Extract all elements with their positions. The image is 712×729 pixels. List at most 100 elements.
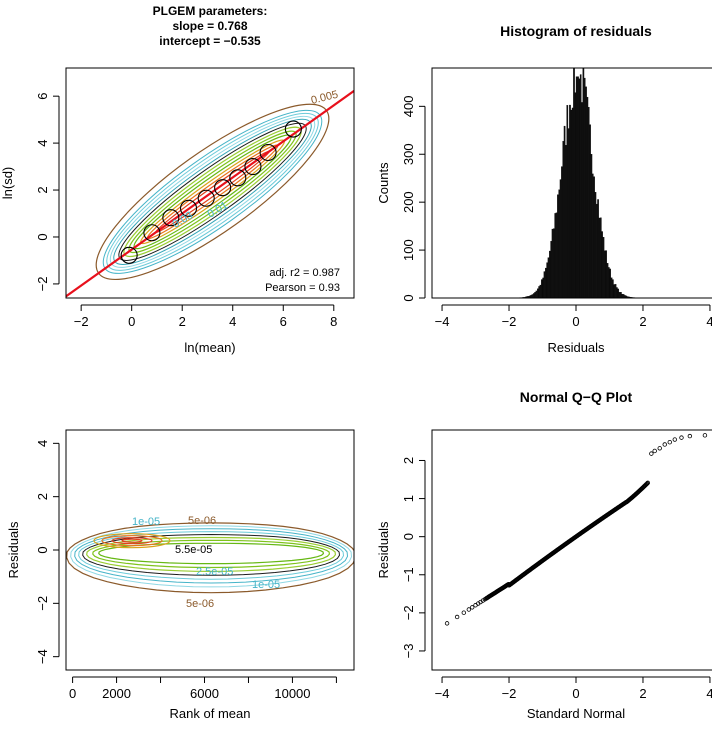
residual-hotspot-ring — [93, 533, 171, 549]
histogram-bar — [562, 141, 565, 298]
histogram-bar — [618, 291, 621, 298]
histogram-y-tick-label: 0 — [401, 294, 416, 301]
residual-rank-y-tick-label: −2 — [35, 596, 50, 611]
plgem-point — [143, 224, 161, 242]
qq-point — [454, 614, 460, 620]
qq-x-tick-label: 0 — [572, 686, 579, 701]
histogram-bar — [557, 194, 559, 298]
qq-axes: −4 −2 0 2 4 −3 −2 −1 0 1 2 — [401, 457, 712, 701]
histogram-bar — [538, 286, 540, 298]
histogram-bar — [598, 217, 601, 298]
qq-title: Normal Q−Q Plot — [520, 389, 633, 405]
residual-contour-ring — [66, 522, 354, 594]
contour-label-25e05: 2.5e-05 — [196, 566, 233, 578]
histogram-bar — [597, 199, 599, 298]
histogram-bar — [620, 292, 622, 298]
residual-rank-y-tick-label: 2 — [35, 493, 50, 500]
plgem-x-label: ln(mean) — [184, 340, 235, 355]
histogram-bar — [549, 250, 551, 298]
residual-rank-x-label: Rank of mean — [170, 706, 251, 721]
residual-rank-x-tick-label: 0 — [69, 686, 76, 701]
histogram-bar — [609, 268, 611, 298]
plgem-x-tick-label: −2 — [74, 314, 89, 329]
histogram-bar — [613, 284, 615, 298]
histogram-bar — [607, 267, 610, 298]
plgem-y-tick-label: −2 — [35, 277, 50, 292]
plgem-y-tick-label: 2 — [35, 186, 50, 193]
plgem-point — [229, 169, 247, 187]
histogram-bar — [547, 257, 550, 298]
qq-y-tick-label: 0 — [401, 533, 416, 540]
histogram-bar — [558, 189, 561, 298]
histogram-bar — [614, 284, 617, 298]
qq-point — [645, 480, 650, 486]
residual-rank-x-tick-label: 6000 — [190, 686, 219, 701]
histogram-bar — [599, 217, 602, 298]
plgem-point — [197, 189, 215, 207]
plgem-x-tick-label: 8 — [330, 314, 337, 329]
plgem-x-tick-label: 6 — [280, 314, 287, 329]
histogram-bar — [543, 271, 546, 298]
histogram-bar — [546, 262, 549, 298]
residual-rank-y-label: Residuals — [6, 521, 21, 579]
histogram-axes: −4 −2 0 2 4 0 100 200 300 400 — [401, 95, 712, 329]
histogram-bar — [573, 68, 575, 298]
plgem-panel: PLGEM parameters: slope = 0.768 intercep… — [0, 4, 355, 355]
contour-label-5e06-bottom: 5e-06 — [186, 598, 214, 610]
contour-label-55e05: 5.5e-05 — [175, 544, 212, 556]
histogram-bar — [606, 263, 609, 298]
histogram-panel: Histogram of residuals −4 −2 0 2 4 0 100 200 300… — [376, 23, 712, 355]
qq-point — [652, 448, 657, 454]
histogram-title: Histogram of residuals — [500, 23, 652, 39]
histogram-bar — [537, 288, 539, 298]
histogram-bar — [531, 294, 534, 298]
histogram-bar — [550, 241, 553, 298]
histogram-y-tick-label: 200 — [401, 191, 416, 213]
plgem-marks — [66, 90, 354, 298]
residual-rank-panel: 0 2000 6000 10000 −4 −2 0 2 4 Rank of mean Resid… — [6, 429, 355, 721]
histogram-bar — [583, 77, 586, 298]
histogram-bar — [593, 176, 595, 298]
histogram-bar — [566, 105, 569, 298]
qq-y-tick-label: −1 — [401, 567, 416, 582]
histogram-bar — [554, 213, 557, 298]
qq-x-tick-label: 2 — [639, 686, 646, 701]
qq-x-tick-label: −4 — [435, 686, 450, 701]
histogram-bar — [585, 86, 587, 298]
histogram-bar — [612, 279, 614, 298]
histogram-x-label: Residuals — [547, 340, 605, 355]
histogram-bar — [602, 236, 605, 298]
residual-rank-x-tick-label: 10000 — [274, 686, 310, 701]
histogram-bar — [574, 92, 577, 298]
adj-r2-annotation: adj. r2 = 0.987 — [269, 267, 340, 279]
residual-contour-ring — [70, 525, 353, 588]
plgem-point — [284, 120, 302, 138]
histogram-bar — [582, 68, 585, 298]
histogram-y-tick-label: 300 — [401, 143, 416, 165]
histogram-bar — [545, 267, 547, 298]
histogram-bar — [553, 228, 555, 298]
plgem-fit-line — [66, 90, 354, 298]
histogram-bar — [542, 277, 545, 298]
residual-contour-ring — [98, 542, 325, 565]
residual-contour-ring — [86, 536, 337, 573]
qq-point — [679, 435, 684, 440]
histogram-bar — [555, 212, 558, 298]
histogram-plot-box — [431, 67, 712, 299]
histogram-bar — [617, 288, 620, 298]
histogram-bar — [594, 192, 597, 298]
qq-panel: Normal Q−Q Plot −4 −2 0 2 4 −3 −2 −1 0 1 2 Standar… — [376, 389, 712, 721]
qq-point — [702, 433, 708, 438]
histogram-bar — [539, 284, 542, 298]
histogram-bar — [581, 102, 583, 298]
plgem-point — [162, 209, 180, 227]
residual-rank-y-tick-label: −4 — [35, 649, 50, 664]
qq-point — [469, 605, 475, 610]
qq-y-tick-label: 1 — [401, 495, 416, 502]
qq-point — [657, 446, 662, 451]
histogram-bar — [565, 145, 567, 298]
qq-point — [644, 481, 649, 487]
histogram-bar — [570, 109, 573, 298]
plgem-x-tick-label: 0 — [128, 314, 135, 329]
